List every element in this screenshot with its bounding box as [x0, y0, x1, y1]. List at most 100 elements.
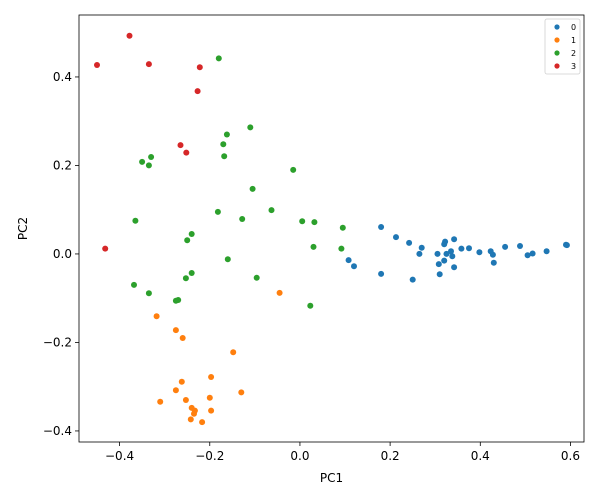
point-series-3-1: [94, 62, 100, 68]
point-series-3-4: [194, 88, 201, 95]
y-tick-label: −0.2: [43, 335, 72, 349]
point-series-2-26: [145, 290, 152, 297]
legend-label-1: 1: [571, 36, 576, 45]
point-series-0-5: [378, 270, 385, 277]
point-series-0-10: [451, 264, 458, 271]
point-series-3-6: [183, 149, 190, 156]
y-tick-label: −0.4: [43, 424, 72, 438]
plot-frame: [78, 14, 585, 443]
point-series-0-29: [448, 248, 454, 255]
point-series-0-27: [434, 250, 441, 257]
point-series-2-25: [131, 281, 137, 288]
point-series-2-5: [148, 154, 155, 160]
point-series-1-16: [206, 394, 213, 401]
point-series-2-18: [184, 237, 191, 244]
point-series-2-0: [215, 55, 222, 62]
y-tick-label: 0.4: [53, 70, 72, 84]
chart-marks: [94, 32, 570, 426]
point-series-2-9: [249, 185, 256, 192]
point-series-0-9: [441, 257, 448, 264]
y-axis-label: PC2: [16, 217, 30, 240]
point-series-0-8: [435, 261, 442, 268]
series-1: [153, 289, 283, 426]
point-series-0-2: [406, 239, 413, 246]
x-tick-label: −0.4: [105, 449, 134, 463]
point-series-2-10: [214, 208, 221, 215]
point-series-1-7: [157, 398, 164, 405]
point-series-1-12: [187, 416, 194, 423]
point-series-2-16: [132, 217, 139, 224]
point-series-1-6: [172, 387, 179, 394]
point-series-0-12: [441, 241, 448, 248]
point-series-2-28: [172, 297, 179, 304]
point-series-2-17: [188, 231, 195, 237]
point-series-2-29: [307, 302, 314, 309]
point-series-2-6: [139, 158, 146, 165]
point-series-2-12: [268, 207, 275, 214]
x-tick-label: −0.2: [195, 449, 224, 463]
point-series-0-7: [436, 271, 443, 278]
legend-marker-1: [554, 37, 560, 43]
point-series-0-1: [393, 234, 399, 241]
point-series-0-31: [345, 257, 352, 264]
x-tick-label: 0.6: [561, 449, 580, 463]
point-series-0-15: [466, 245, 472, 252]
point-series-0-16: [476, 249, 483, 256]
point-series-2-21: [224, 256, 231, 263]
legend-label-0: 0: [571, 23, 576, 32]
point-series-1-11: [191, 410, 197, 417]
point-series-2-11: [239, 216, 246, 222]
point-series-0-22: [524, 252, 531, 259]
point-series-2-15: [339, 224, 346, 231]
point-series-0-14: [458, 245, 465, 252]
point-series-2-7: [145, 162, 152, 169]
point-series-0-23: [529, 250, 536, 257]
point-series-1-13: [199, 419, 206, 426]
x-axis-label: PC1: [320, 471, 343, 485]
series-3: [94, 32, 203, 252]
legend-label-3: 3: [571, 62, 576, 71]
series-0: [345, 224, 570, 283]
x-tick-label: 0.2: [381, 449, 400, 463]
point-series-0-24: [543, 248, 550, 255]
point-series-0-4: [416, 250, 423, 257]
point-series-2-24: [253, 274, 260, 281]
point-series-0-13: [451, 236, 458, 243]
legend: 0 1 2 3: [544, 18, 581, 75]
point-series-0-21: [517, 243, 523, 249]
point-series-2-14: [311, 219, 318, 226]
point-series-1-3: [230, 349, 237, 356]
point-series-1-8: [182, 397, 189, 403]
series-2: [131, 55, 346, 309]
point-series-3-3: [196, 64, 203, 71]
point-series-2-22: [188, 270, 195, 276]
point-series-1-5: [178, 378, 185, 385]
point-series-3-0: [126, 32, 133, 39]
y-tick-label: 0.0: [53, 247, 72, 261]
y-tick-label: 0.2: [53, 158, 72, 172]
point-series-1-2: [179, 335, 186, 341]
point-series-1-15: [238, 389, 245, 396]
point-series-3-2: [145, 61, 152, 68]
point-series-0-0: [378, 224, 385, 230]
point-series-0-30: [449, 253, 456, 260]
point-series-0-3: [418, 244, 425, 251]
point-series-1-0: [153, 313, 160, 320]
point-series-2-13: [299, 218, 306, 225]
legend-marker-2: [554, 50, 560, 56]
point-series-2-1: [247, 124, 254, 131]
point-series-2-20: [338, 245, 345, 252]
x-tick-label: 0.0: [290, 449, 309, 463]
point-series-2-19: [310, 243, 317, 250]
point-series-3-7: [102, 245, 109, 252]
point-series-0-28: [443, 250, 450, 257]
legend-marker-0: [554, 24, 560, 30]
point-series-1-4: [276, 289, 283, 296]
point-series-0-32: [351, 263, 357, 270]
point-series-2-23: [182, 275, 189, 282]
point-series-2-3: [220, 141, 227, 148]
point-series-0-18: [489, 251, 496, 258]
point-series-2-2: [223, 131, 230, 138]
